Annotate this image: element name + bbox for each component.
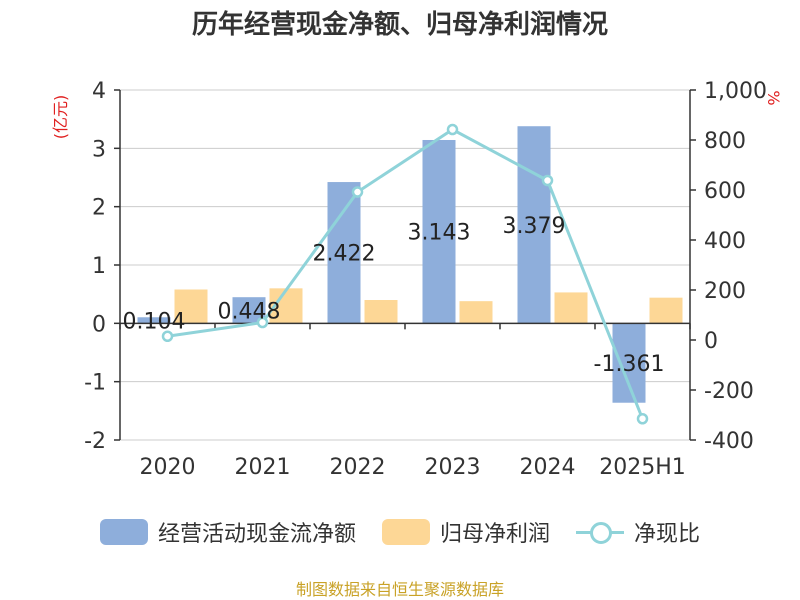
legend-item-cash-ratio[interactable]: 净现比 xyxy=(576,516,700,548)
left-tick-label: 1 xyxy=(92,254,106,279)
left-tick-label: 2 xyxy=(92,196,106,221)
cash-ratio-point xyxy=(161,330,174,342)
cash-ratio-line xyxy=(167,127,644,420)
cash-flow-bar xyxy=(137,317,171,324)
legend-item-operating-cash-flow[interactable]: 经营活动现金流净额 xyxy=(99,516,356,548)
legend-swatch-net-profit xyxy=(381,519,430,545)
cash-flow-data-label: 0.448 xyxy=(218,299,281,324)
net-profit-bar xyxy=(649,297,683,324)
x-tick-label: 2022 xyxy=(330,455,386,480)
right-tick-label: 400 xyxy=(704,229,746,254)
net-profit-bar xyxy=(554,292,588,324)
x-tick-label: 2023 xyxy=(425,455,481,480)
right-tick-label: 800 xyxy=(704,129,746,154)
net-profit-bar xyxy=(364,300,398,324)
combo-chart: -2 -1 0 1 2 3 4 -400 -200 0 200 400 600 800 1,000 (亿元)%… xyxy=(51,79,783,480)
legend-swatch-cash-ratio xyxy=(576,519,624,545)
cash-flow-data-label: -1.361 xyxy=(594,352,665,377)
legend-label-cash-ratio: 净现比 xyxy=(634,522,701,547)
x-tick-label: 2024 xyxy=(520,455,576,480)
x-tick-label: 2020 xyxy=(140,455,196,480)
cash-flow-data-label: 0.104 xyxy=(123,309,186,334)
cash-flow-bar xyxy=(327,182,361,324)
cash-flow-bar xyxy=(422,139,456,324)
cash-ratio-point xyxy=(256,316,269,329)
left-axis-unit: (亿元) xyxy=(51,95,70,140)
legend-label-net-profit: 归母净利润 xyxy=(439,522,550,547)
cash-flow-data-label: 3.379 xyxy=(503,214,566,239)
left-tick-label: 4 xyxy=(92,79,106,104)
cash-flow-bar xyxy=(517,126,551,324)
x-tick-label: 2021 xyxy=(235,455,291,480)
cash-flow-bar xyxy=(612,323,646,403)
right-tick-label: -200 xyxy=(704,379,754,404)
right-tick-label: 600 xyxy=(704,179,746,204)
cash-flow-data-label: 3.143 xyxy=(408,221,471,246)
cash-flow-data-label: 2.422 xyxy=(313,242,376,267)
legend-item-net-profit[interactable]: 归母净利润 xyxy=(381,516,550,548)
left-tick-label: 0 xyxy=(92,312,106,337)
right-axis-unit: % xyxy=(764,90,783,105)
legend: 经营活动现金流净额 归母净利润 净现比 xyxy=(0,516,800,548)
chart-title: 历年经营现金净额、归母净利润情况 xyxy=(191,10,608,40)
right-tick-label: -400 xyxy=(704,429,754,454)
legend-label-operating-cash-flow: 经营活动现金流净额 xyxy=(157,522,356,547)
left-tick-label: -2 xyxy=(84,429,106,454)
net-profit-bar xyxy=(459,301,493,324)
left-tick-label: 3 xyxy=(92,137,106,162)
cash-ratio-point xyxy=(541,174,554,187)
left-tick-label: -1 xyxy=(84,371,106,396)
x-tick-label: 2025H1 xyxy=(599,455,686,480)
net-profit-bar xyxy=(174,289,208,324)
cash-ratio-point xyxy=(636,413,649,425)
right-tick-label: 200 xyxy=(704,279,746,304)
legend-swatch-operating-cash-flow xyxy=(99,519,148,545)
right-tick-label: 1,000 xyxy=(704,79,767,104)
right-tick-label: 0 xyxy=(704,329,718,354)
cash-ratio-point xyxy=(446,123,459,136)
cash-ratio-point xyxy=(351,186,364,198)
source-note: 制图数据来自恒生聚源数据库 xyxy=(295,580,504,599)
